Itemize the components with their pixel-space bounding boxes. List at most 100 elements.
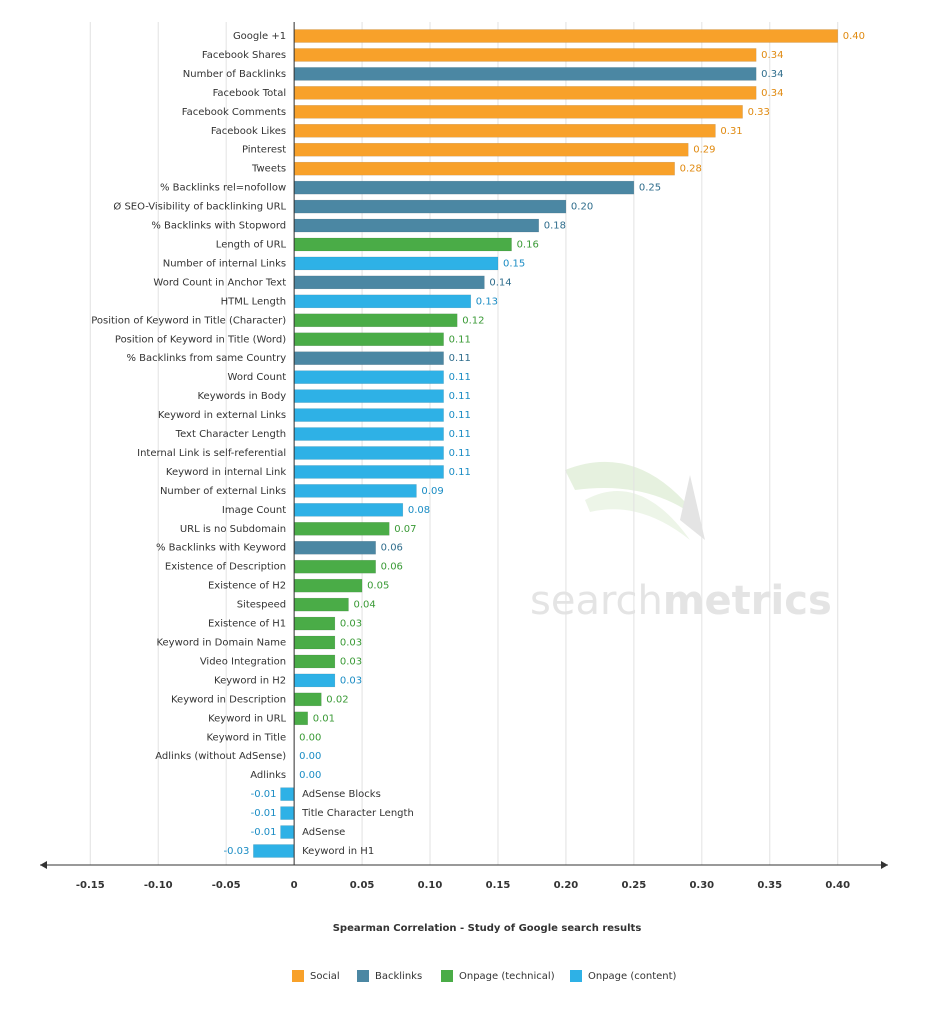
value-label: 0.03 — [340, 656, 362, 667]
category-label: % Backlinks with Keyword — [156, 543, 286, 554]
bar — [293, 218, 539, 233]
value-label: 0.11 — [449, 391, 471, 402]
value-label: 0.06 — [381, 562, 403, 573]
bar — [293, 465, 444, 479]
category-label: Number of internal Links — [163, 258, 286, 269]
category-label: Position of Keyword in Title (Character) — [91, 315, 286, 326]
bar — [293, 313, 458, 328]
x-tick-label: -0.05 — [212, 880, 241, 891]
category-label: Facebook Total — [213, 88, 287, 99]
value-label: 0.03 — [340, 619, 362, 630]
value-label: 0.13 — [476, 296, 498, 307]
legend-label: Onpage (content) — [588, 971, 677, 982]
category-label: Keyword in H1 — [302, 846, 374, 857]
category-label: Facebook Likes — [211, 126, 286, 137]
value-label: -0.01 — [251, 789, 277, 800]
category-label: Length of URL — [216, 239, 287, 250]
value-label: -0.01 — [251, 808, 277, 819]
bar — [280, 825, 295, 839]
value-label: 0.16 — [517, 239, 539, 250]
value-label: 0.09 — [421, 486, 443, 497]
category-label: % Backlinks rel=nofollow — [160, 183, 286, 194]
watermark-bold: metrics — [663, 578, 832, 624]
category-label: Tweets — [251, 164, 286, 175]
value-label: 0.00 — [299, 770, 321, 781]
bar — [293, 446, 444, 460]
value-label: 0.34 — [761, 50, 783, 61]
watermark-swoosh — [565, 461, 700, 520]
legend-label: Onpage (technical) — [459, 971, 555, 982]
value-label: 0.11 — [449, 448, 471, 459]
value-label: 0.11 — [449, 429, 471, 440]
x-tick-label: -0.15 — [76, 880, 105, 891]
category-label: % Backlinks with Stopword — [151, 221, 286, 232]
category-label: Ø SEO-Visibility of backlinking URL — [113, 201, 286, 213]
value-label: 0.25 — [639, 183, 661, 194]
category-label: Number of Backlinks — [183, 69, 286, 80]
bar — [293, 332, 444, 347]
value-label: 0.31 — [720, 126, 742, 137]
x-tick-label: 0 — [291, 880, 298, 891]
bar — [293, 408, 444, 422]
watermark: searchmetrics — [530, 461, 832, 624]
x-tick-label: 0.35 — [757, 880, 782, 891]
bar — [293, 105, 743, 119]
category-label: Internal Link is self-referential — [137, 448, 286, 459]
category-label: Sitespeed — [237, 600, 286, 611]
value-label: 0.06 — [381, 543, 403, 554]
bar — [293, 484, 417, 498]
bar — [293, 427, 444, 441]
value-label: 0.00 — [299, 751, 321, 762]
category-label: Title Character Length — [301, 808, 414, 819]
watermark-swoosh — [585, 491, 690, 540]
bar — [293, 48, 757, 62]
value-label: 0.29 — [693, 145, 715, 156]
bar — [293, 654, 336, 669]
bar — [293, 616, 336, 631]
category-label: AdSense — [302, 827, 345, 838]
legend-label: Backlinks — [375, 971, 422, 982]
value-label: 0.01 — [313, 713, 335, 724]
category-label: Existence of Description — [165, 562, 286, 573]
x-tick-label: 0.25 — [622, 880, 647, 891]
value-label: 0.08 — [408, 505, 430, 516]
bar — [293, 142, 689, 157]
legend-swatch — [570, 970, 582, 982]
value-label: 0.05 — [367, 581, 389, 592]
value-label: 0.03 — [340, 675, 362, 686]
value-label: -0.01 — [251, 827, 277, 838]
legend-swatch — [292, 970, 304, 982]
bar — [293, 237, 512, 252]
bar — [293, 275, 485, 290]
watermark-text: searchmetrics — [530, 578, 832, 624]
category-label: HTML Length — [221, 296, 287, 307]
bar — [293, 124, 716, 138]
x-tick-label: -0.10 — [144, 880, 173, 891]
bar — [293, 199, 567, 214]
category-label: Text Character Length — [175, 429, 286, 440]
category-label: Keyword in Description — [171, 694, 286, 705]
x-tick-label: 0.05 — [350, 880, 375, 891]
value-label: 0.02 — [326, 694, 348, 705]
value-label: 0.11 — [449, 467, 471, 478]
value-label: 0.40 — [843, 31, 865, 42]
category-label: Adlinks (without AdSense) — [155, 751, 286, 762]
category-label: Facebook Comments — [182, 107, 286, 118]
bar — [293, 294, 472, 309]
bar — [293, 86, 757, 100]
category-label: Number of external Links — [160, 486, 286, 497]
category-label: Keywords in Body — [197, 391, 286, 402]
category-label: Keyword in URL — [208, 713, 286, 724]
value-label: 0.11 — [449, 372, 471, 383]
bar — [293, 597, 349, 612]
category-label: Pinterest — [242, 145, 286, 156]
value-label: 0.28 — [680, 164, 702, 175]
bar — [293, 711, 308, 726]
bar — [293, 67, 757, 81]
bar — [293, 351, 444, 365]
bar — [293, 635, 336, 650]
category-label: Keyword in external Links — [158, 410, 286, 421]
value-label: 0.34 — [761, 88, 783, 99]
